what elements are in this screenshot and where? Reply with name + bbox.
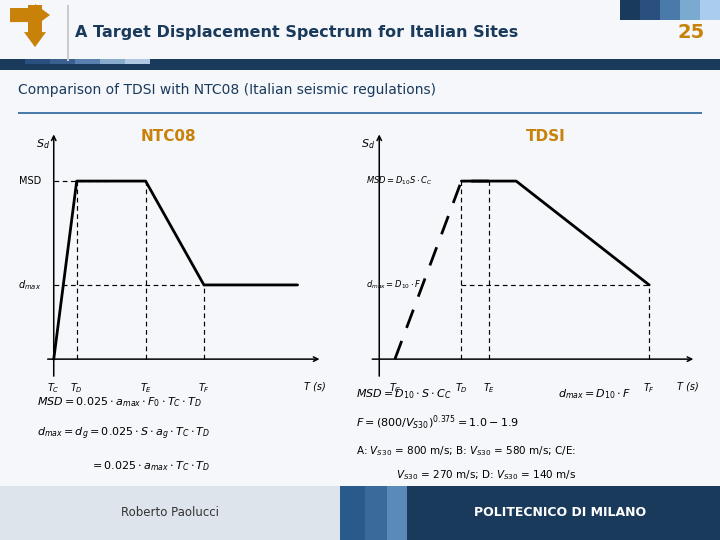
Bar (365, 486, 387, 540)
Text: $T_E$: $T_E$ (140, 381, 152, 395)
Bar (18, 112, 702, 114)
Text: $S_d$: $S_d$ (36, 137, 50, 151)
Text: $d_{max}=D_{10} \cdot F$: $d_{max}=D_{10} \cdot F$ (366, 279, 421, 291)
FancyArrow shape (24, 5, 46, 47)
Text: Comparison of TDSI with NTC08 (Italian seismic regulations): Comparison of TDSI with NTC08 (Italian s… (18, 83, 436, 97)
Bar (25, 59, 50, 64)
Bar (125, 59, 150, 64)
Text: $MSD=D_{10} S \cdot C_C$: $MSD=D_{10} S \cdot C_C$ (366, 175, 432, 187)
Text: 25: 25 (678, 23, 705, 42)
Text: Roberto Paolucci: Roberto Paolucci (121, 507, 219, 519)
Bar (340, 486, 720, 540)
Text: $= 0.025 \cdot a_{max} \cdot T_C \cdot T_D$: $= 0.025 \cdot a_{max} \cdot T_C \cdot T… (90, 460, 210, 474)
Text: $T_E$: $T_E$ (482, 381, 495, 395)
Bar (150, 59, 720, 64)
Bar (680, 0, 700, 20)
Text: $T_F$: $T_F$ (198, 381, 210, 395)
Bar (50, 59, 75, 64)
Text: $V_{S30}$ = 270 m/s; D: $V_{S30}$ = 140 m/s: $V_{S30}$ = 270 m/s; D: $V_{S30}$ = 140 … (396, 468, 577, 482)
Text: $MSD = D_{10} \cdot S \cdot C_C$: $MSD = D_{10} \cdot S \cdot C_C$ (356, 387, 452, 401)
Text: $T_D$: $T_D$ (455, 381, 468, 395)
Bar (0, 59, 25, 64)
Bar (700, 0, 720, 20)
Text: $d_{max}$: $d_{max}$ (18, 278, 41, 292)
Bar (0, 64, 720, 70)
Bar (640, 0, 660, 20)
Text: T (s): T (s) (678, 381, 699, 391)
Text: $T_C$: $T_C$ (389, 381, 401, 395)
Bar (340, 486, 365, 540)
Text: $T_F$: $T_F$ (643, 381, 655, 395)
FancyArrow shape (10, 4, 50, 26)
Bar (75, 59, 100, 64)
Text: TDSI: TDSI (526, 129, 565, 144)
Text: A Target Displacement Spectrum for Italian Sites: A Target Displacement Spectrum for Itali… (75, 25, 518, 39)
Text: $d_{max} = d_g = 0.025 \cdot S \cdot a_g \cdot T_C \cdot T_D$: $d_{max} = d_g = 0.025 \cdot S \cdot a_g… (37, 426, 210, 442)
Bar (620, 0, 640, 20)
Bar (100, 59, 125, 64)
Text: $S_d$: $S_d$ (361, 137, 375, 151)
Text: POLITECNICO DI MILANO: POLITECNICO DI MILANO (474, 507, 646, 519)
Text: $T_D$: $T_D$ (71, 381, 83, 395)
Text: NTC08: NTC08 (141, 129, 197, 144)
Text: $T_C$: $T_C$ (48, 381, 60, 395)
Text: $MSD = 0.025 \cdot a_{max} \cdot F_0 \cdot T_C \cdot T_D$: $MSD = 0.025 \cdot a_{max} \cdot F_0 \cd… (37, 395, 202, 409)
Text: T (s): T (s) (305, 381, 326, 391)
Bar (660, 0, 680, 20)
Text: MSD: MSD (19, 176, 41, 186)
Bar (387, 486, 407, 540)
Text: $d_{max} = D_{10} \cdot F$: $d_{max} = D_{10} \cdot F$ (558, 387, 631, 401)
Text: A: $V_{S30}$ = 800 m/s; B: $V_{S30}$ = 580 m/s; C/E:: A: $V_{S30}$ = 800 m/s; B: $V_{S30}$ = 5… (356, 444, 577, 458)
Text: $F = \left(800/V_{S30}\right)^{0.375} = 1.0 - 1.9$: $F = \left(800/V_{S30}\right)^{0.375} = … (356, 414, 520, 433)
